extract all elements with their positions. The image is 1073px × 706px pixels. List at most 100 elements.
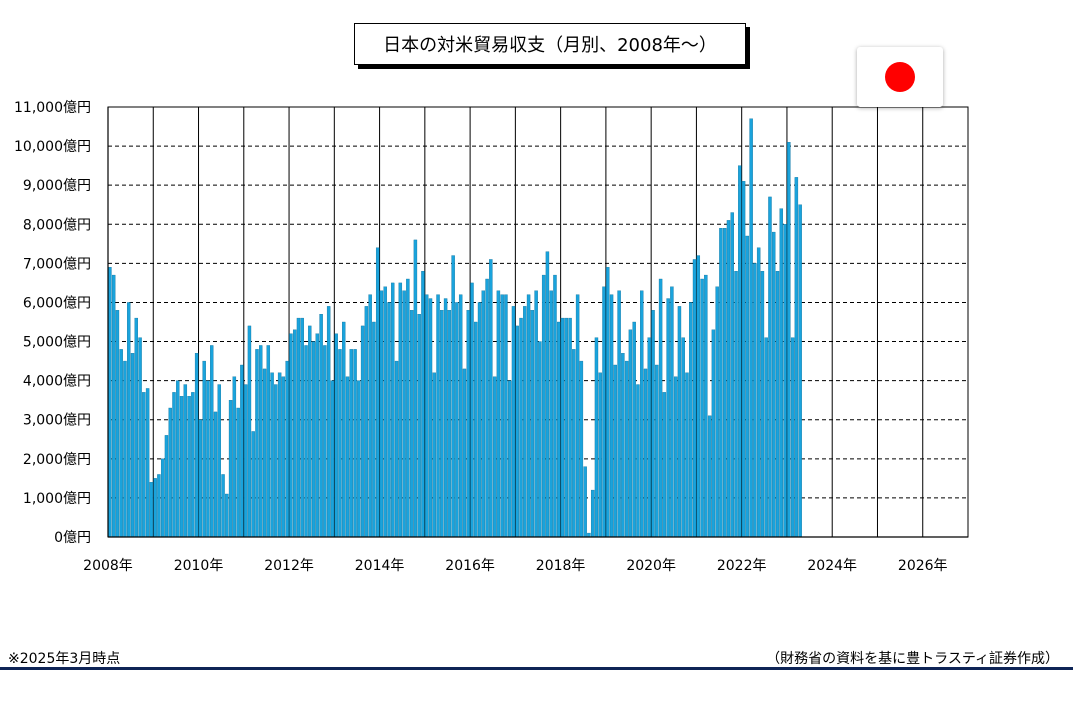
bar <box>217 384 221 538</box>
bar <box>474 321 478 538</box>
bar <box>753 263 757 538</box>
bar <box>262 368 267 538</box>
bar <box>670 286 674 538</box>
bar <box>541 274 546 538</box>
bar <box>534 290 538 538</box>
bar <box>655 364 659 538</box>
x-tick-label: 2016年 <box>445 558 495 574</box>
bar <box>349 349 354 538</box>
bar <box>240 364 244 538</box>
bar <box>274 384 278 538</box>
bar <box>602 286 606 538</box>
bar <box>266 345 271 538</box>
bar <box>357 380 361 538</box>
bar <box>651 310 655 538</box>
bar <box>564 317 569 538</box>
y-tick-label: 11,000億円 <box>14 100 91 116</box>
bar <box>462 368 467 538</box>
bar <box>523 306 527 538</box>
bar <box>285 360 289 538</box>
bar <box>289 333 293 538</box>
bar <box>342 321 346 538</box>
bar <box>519 317 523 538</box>
bar <box>330 380 335 538</box>
bar <box>496 290 501 538</box>
bar <box>734 271 738 538</box>
bar <box>243 384 248 538</box>
bar <box>247 325 252 538</box>
x-tick-label: 2024年 <box>807 558 857 574</box>
bar <box>304 345 308 538</box>
y-tick-label: 7,000億円 <box>23 256 91 272</box>
bar <box>606 267 610 538</box>
bar <box>447 310 452 538</box>
bar <box>632 321 636 538</box>
bar <box>692 259 697 538</box>
bar <box>719 228 723 538</box>
bar <box>296 317 301 538</box>
bar <box>323 345 327 538</box>
x-tick-label: 2018年 <box>536 558 586 574</box>
bar <box>594 337 599 538</box>
bar <box>557 321 561 538</box>
bar <box>432 372 436 538</box>
bar <box>315 333 320 538</box>
source-note: （財務省の資料を基に豊トラスティ証券作成） <box>766 651 1059 667</box>
bar <box>406 278 410 538</box>
bar <box>213 411 218 538</box>
bar <box>364 306 369 538</box>
bar <box>466 310 470 538</box>
bar <box>130 353 135 538</box>
bar <box>790 337 795 538</box>
bar <box>368 294 372 538</box>
bar <box>775 271 780 538</box>
y-tick-label: 0億円 <box>54 530 91 546</box>
bar <box>568 317 572 538</box>
x-tick-label: 2026年 <box>898 558 948 574</box>
y-tick-label: 1,000億円 <box>23 491 91 507</box>
bar <box>164 435 169 538</box>
bar <box>470 282 474 538</box>
bar <box>145 388 150 538</box>
y-tick-label: 3,000億円 <box>23 413 91 429</box>
bar <box>798 204 802 538</box>
bar <box>221 474 225 538</box>
x-tick-label: 2022年 <box>717 558 767 574</box>
footnote-date: ※2025年3月時点 <box>8 651 121 667</box>
japan-flag-icon <box>857 47 943 107</box>
bar <box>153 478 157 538</box>
bar <box>451 255 455 538</box>
x-tick-label: 2010年 <box>174 558 224 574</box>
bar <box>160 458 165 538</box>
bar <box>176 380 180 538</box>
bar <box>489 259 493 538</box>
y-tick-label: 8,000億円 <box>23 217 91 233</box>
bar <box>338 349 342 538</box>
bar <box>756 247 761 538</box>
bar <box>572 349 576 538</box>
bar <box>787 142 791 538</box>
y-tick-label: 9,000億円 <box>23 178 91 194</box>
bar <box>598 372 602 538</box>
bar <box>662 392 667 538</box>
bar <box>168 407 172 538</box>
bar <box>507 380 512 538</box>
bar <box>617 290 621 538</box>
bar <box>700 278 704 538</box>
bar <box>711 329 716 538</box>
bar <box>115 310 120 538</box>
bar <box>583 466 587 538</box>
bar <box>157 474 161 538</box>
bar <box>726 220 731 538</box>
y-tick-label: 6,000億円 <box>23 295 91 311</box>
bar <box>387 302 391 538</box>
x-tick-label: 2012年 <box>264 558 314 574</box>
bar <box>375 247 380 538</box>
y-tick-label: 2,000億円 <box>23 452 91 468</box>
bar <box>609 294 614 538</box>
bar <box>549 290 553 538</box>
bar <box>628 329 633 538</box>
x-tick-label: 2008年 <box>83 558 133 574</box>
japan-flag-circle <box>885 62 915 92</box>
bar <box>183 384 188 538</box>
